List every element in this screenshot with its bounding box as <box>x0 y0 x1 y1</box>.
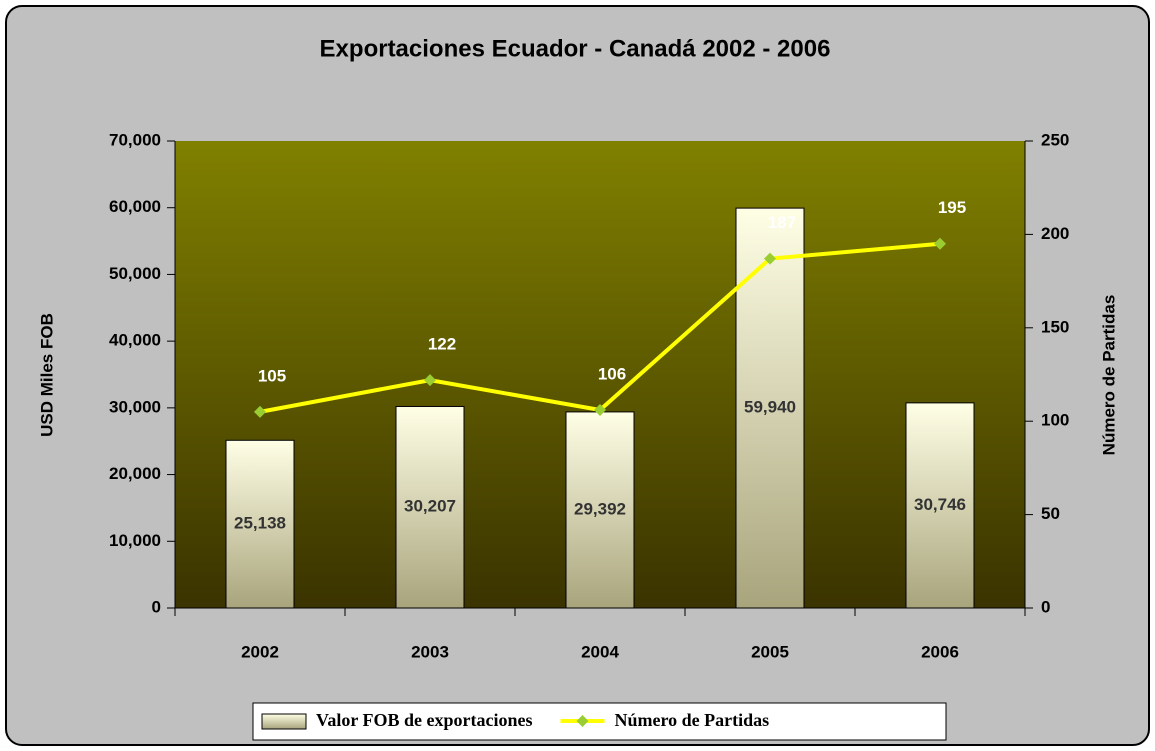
x-tick-label: 2004 <box>581 642 619 661</box>
x-tick-label: 2002 <box>241 642 279 661</box>
y-tick-label: 70,000 <box>109 130 161 149</box>
line-value-label: 122 <box>428 335 456 354</box>
y-tick-label: 50,000 <box>109 264 161 283</box>
y2-tick-label: 150 <box>1041 317 1069 336</box>
y2-tick-label: 250 <box>1041 130 1069 149</box>
x-tick-label: 2006 <box>921 642 959 661</box>
y-tick-label: 60,000 <box>109 197 161 216</box>
y2-tick-label: 200 <box>1041 224 1069 243</box>
y-tick-label: 40,000 <box>109 331 161 350</box>
line-marker <box>594 403 606 416</box>
y-tick-label: 20,000 <box>109 464 161 483</box>
y2-axis-label: Número de Partidas <box>1099 295 1118 456</box>
legend-box <box>252 702 947 741</box>
bar-value-label: 25,138 <box>234 514 286 533</box>
line-value-label: 105 <box>258 366 286 385</box>
x-tick-label: 2005 <box>751 642 789 661</box>
bar <box>395 405 465 609</box>
y-tick-label: 0 <box>152 597 161 616</box>
bar-value-label: 30,207 <box>404 497 456 516</box>
legend-marker <box>576 715 589 727</box>
legend: Valor FOB de exportaciones Número de Part… <box>252 702 947 741</box>
bar <box>735 207 805 609</box>
legend-label: Número de Partidas <box>615 710 770 730</box>
line-marker <box>934 237 946 250</box>
x-tick-label: 2003 <box>411 642 449 661</box>
line-value-label: 195 <box>938 198 966 217</box>
legend-swatch <box>261 713 307 730</box>
line-value-label: 106 <box>598 364 626 383</box>
bar <box>565 411 635 609</box>
line-marker <box>424 374 436 387</box>
bar <box>225 439 295 609</box>
bar-value-label: 29,392 <box>574 499 626 518</box>
y2-tick-label: 100 <box>1041 411 1069 430</box>
line-marker <box>764 252 776 265</box>
chart-title: Exportaciones Ecuador - Canadá 2002 - 20… <box>320 35 831 62</box>
y-tick-label: 30,000 <box>109 397 161 416</box>
y2-tick-label: 0 <box>1041 597 1050 616</box>
bar-value-label: 30,746 <box>914 495 966 514</box>
y-axis-label: USD Miles FOB <box>37 313 56 437</box>
legend-label: Valor FOB de exportaciones <box>316 710 533 730</box>
y-tick-label: 10,000 <box>109 531 161 550</box>
line-value-label: 187 <box>768 213 796 232</box>
line-marker <box>254 405 266 418</box>
y2-tick-label: 50 <box>1041 504 1060 523</box>
bar-value-label: 59,940 <box>744 398 796 417</box>
bar <box>905 402 975 609</box>
